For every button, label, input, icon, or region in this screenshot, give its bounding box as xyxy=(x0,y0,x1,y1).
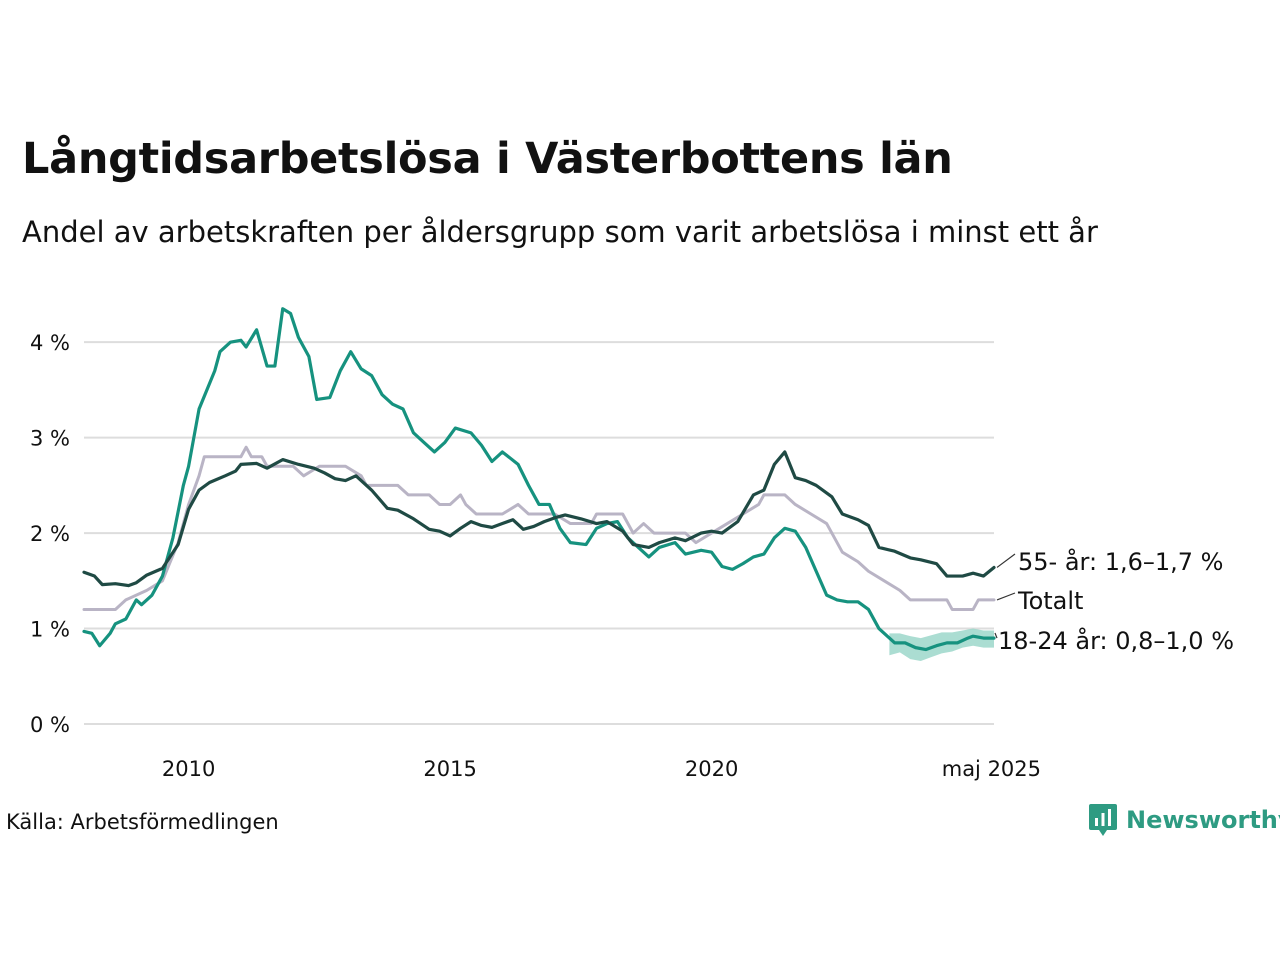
series-end-label: 18-24 år: 0,8–1,0 % xyxy=(998,626,1234,655)
x-tick-label: maj 2025 xyxy=(942,757,1041,781)
series-lines xyxy=(82,307,996,661)
brand-name: Newsworthy xyxy=(1126,806,1280,834)
label-connector xyxy=(996,592,1016,601)
series-end-labels: 55- år: 1,6–1,7 % Totalt 18-24 år: 0,8–1,0… xyxy=(994,547,1234,655)
brand-logo: Newsworthy xyxy=(1088,803,1280,837)
series-line-older xyxy=(82,450,996,588)
y-tick-label: 3 % xyxy=(30,427,70,451)
y-tick-label: 4 % xyxy=(30,331,70,355)
series-end-label: Totalt xyxy=(1017,587,1083,615)
series-end-label: 55- år: 1,6–1,7 % xyxy=(1018,547,1223,576)
chart-subtitle: Andel av arbetskraften per åldersgrupp s… xyxy=(22,215,1098,249)
y-tick-label: 0 % xyxy=(30,713,70,737)
source-note: Källa: Arbetsförmedlingen xyxy=(6,810,279,834)
x-axis-ticks: 2010 2015 2020 maj 2025 xyxy=(162,757,1041,781)
newsworthy-logo-icon xyxy=(1089,804,1117,836)
series-line-total xyxy=(82,445,996,611)
x-tick-label: 2015 xyxy=(423,757,476,781)
y-tick-label: 2 % xyxy=(30,522,70,546)
chart-title: Långtidsarbetslösa i Västerbottens län xyxy=(22,134,953,184)
gridlines xyxy=(84,341,994,725)
y-axis-ticks: 0 % 1 % 2 % 3 % 4 % xyxy=(30,331,70,737)
label-connector xyxy=(994,632,998,639)
label-connector xyxy=(996,553,1016,568)
y-tick-label: 1 % xyxy=(30,618,70,642)
x-tick-label: 2010 xyxy=(162,757,215,781)
x-tick-label: 2020 xyxy=(685,757,738,781)
series-line-youth xyxy=(82,307,996,652)
